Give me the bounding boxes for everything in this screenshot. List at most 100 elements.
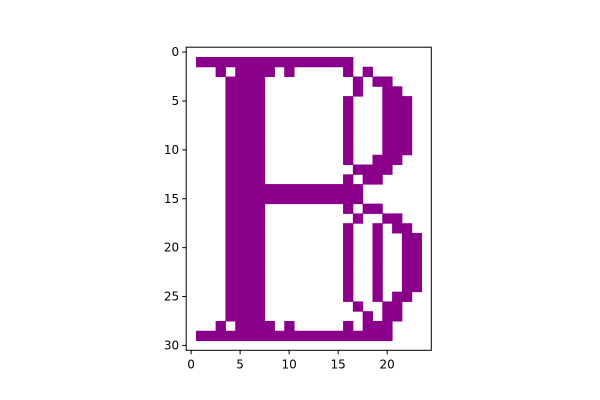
heatmap-cell (254, 291, 266, 302)
heatmap-cell (401, 105, 413, 117)
heatmap-cell (323, 330, 334, 342)
heatmap-cell (225, 242, 236, 254)
heatmap-cell (411, 242, 422, 254)
heatmap-cell (245, 262, 256, 273)
heatmap-cell (372, 154, 383, 166)
heatmap-cell (274, 193, 285, 205)
heatmap-cell (254, 301, 266, 312)
heatmap-cell (372, 174, 383, 185)
heatmap-cell (235, 252, 246, 263)
heatmap-cell (352, 86, 364, 97)
heatmap-cell (254, 135, 266, 146)
heatmap-cell (401, 262, 413, 273)
heatmap-cell (245, 232, 256, 244)
heatmap-cell (254, 262, 266, 273)
heatmap-cell (343, 66, 354, 78)
heatmap-cell (245, 66, 256, 78)
heatmap-cell (392, 115, 403, 126)
heatmap-cell (215, 320, 226, 332)
heatmap-cell (245, 164, 256, 175)
heatmap-cell (362, 164, 373, 175)
heatmap-cell (235, 330, 246, 342)
heatmap-cell (382, 213, 393, 224)
heatmap-cell (235, 223, 246, 234)
heatmap-cell (294, 56, 305, 68)
heatmap-cell (411, 232, 422, 244)
heatmap-cell (411, 272, 422, 283)
heatmap-cell (225, 184, 236, 195)
heatmap-cell (362, 174, 373, 185)
heatmap-cell (372, 164, 383, 175)
heatmap-cell (245, 272, 256, 283)
heatmap-cell (382, 154, 393, 166)
heatmap-cell (225, 223, 236, 234)
heatmap-cell (372, 262, 383, 273)
heatmap-cell (343, 281, 354, 293)
heatmap-cell (401, 232, 413, 244)
heatmap-cell (225, 96, 236, 107)
heatmap-cell (382, 164, 393, 175)
heatmap-cell (215, 66, 226, 78)
heatmap-cell (352, 164, 364, 175)
heatmap-cell (343, 125, 354, 136)
heatmap-cell (343, 272, 354, 283)
heatmap-cell (205, 330, 217, 342)
heatmap-cell (245, 242, 256, 254)
heatmap-cell (215, 56, 226, 68)
heatmap-cell (235, 125, 246, 136)
heatmap-cell (245, 252, 256, 263)
heatmap-cell (411, 252, 422, 263)
heatmap-cell (352, 330, 364, 342)
heatmap-cell (245, 105, 256, 117)
heatmap-cell (235, 184, 246, 195)
heatmap-cell (235, 76, 246, 87)
heatmap-cell (382, 144, 393, 156)
heatmap-cell (245, 76, 256, 87)
x-tick-label: 20 (380, 357, 395, 371)
heatmap-cell (343, 144, 354, 156)
heatmap-cell (235, 164, 246, 175)
heatmap-cell (235, 66, 246, 78)
heatmap-cell (401, 125, 413, 136)
y-tick-label: 20 (164, 241, 179, 255)
heatmap-cell (284, 184, 295, 195)
heatmap-cell (333, 330, 344, 342)
heatmap-cell (254, 96, 266, 107)
heatmap-cell (313, 330, 324, 342)
heatmap-cell (372, 252, 383, 263)
heatmap-cell (245, 115, 256, 126)
heatmap-cell (254, 203, 266, 214)
heatmap-cell (264, 330, 275, 342)
heatmap-cell (401, 96, 413, 107)
heatmap-cell (225, 154, 236, 166)
heatmap-cell (274, 330, 285, 342)
heatmap-cell (333, 193, 344, 205)
heatmap-cell (372, 291, 383, 302)
heatmap-cell (303, 56, 315, 68)
heatmap-cell (343, 174, 354, 185)
heatmap-cell (343, 154, 354, 166)
heatmap-cell (401, 291, 413, 302)
heatmap-cell (372, 232, 383, 244)
heatmap-cell (205, 56, 217, 68)
heatmap-cell (235, 291, 246, 302)
heatmap-cell (352, 213, 364, 224)
heatmap-cell (294, 330, 305, 342)
heatmap-cell (284, 320, 295, 332)
heatmap-cell (343, 232, 354, 244)
heatmap-cell (254, 154, 266, 166)
heatmap-cell (264, 56, 275, 68)
heatmap-cell (225, 56, 236, 68)
heatmap-cell (254, 330, 266, 342)
heatmap-cell (313, 184, 324, 195)
y-tick-label: 25 (164, 290, 179, 304)
heatmap-cell (323, 193, 334, 205)
heatmap-cell (245, 301, 256, 312)
heatmap-cell (225, 86, 236, 97)
x-tick-label: 0 (187, 357, 195, 371)
heatmap-cell (343, 56, 354, 68)
heatmap-cell (235, 311, 246, 322)
heatmap-cell (254, 144, 266, 156)
heatmap-cell (362, 203, 373, 214)
heatmap-cell (245, 213, 256, 224)
